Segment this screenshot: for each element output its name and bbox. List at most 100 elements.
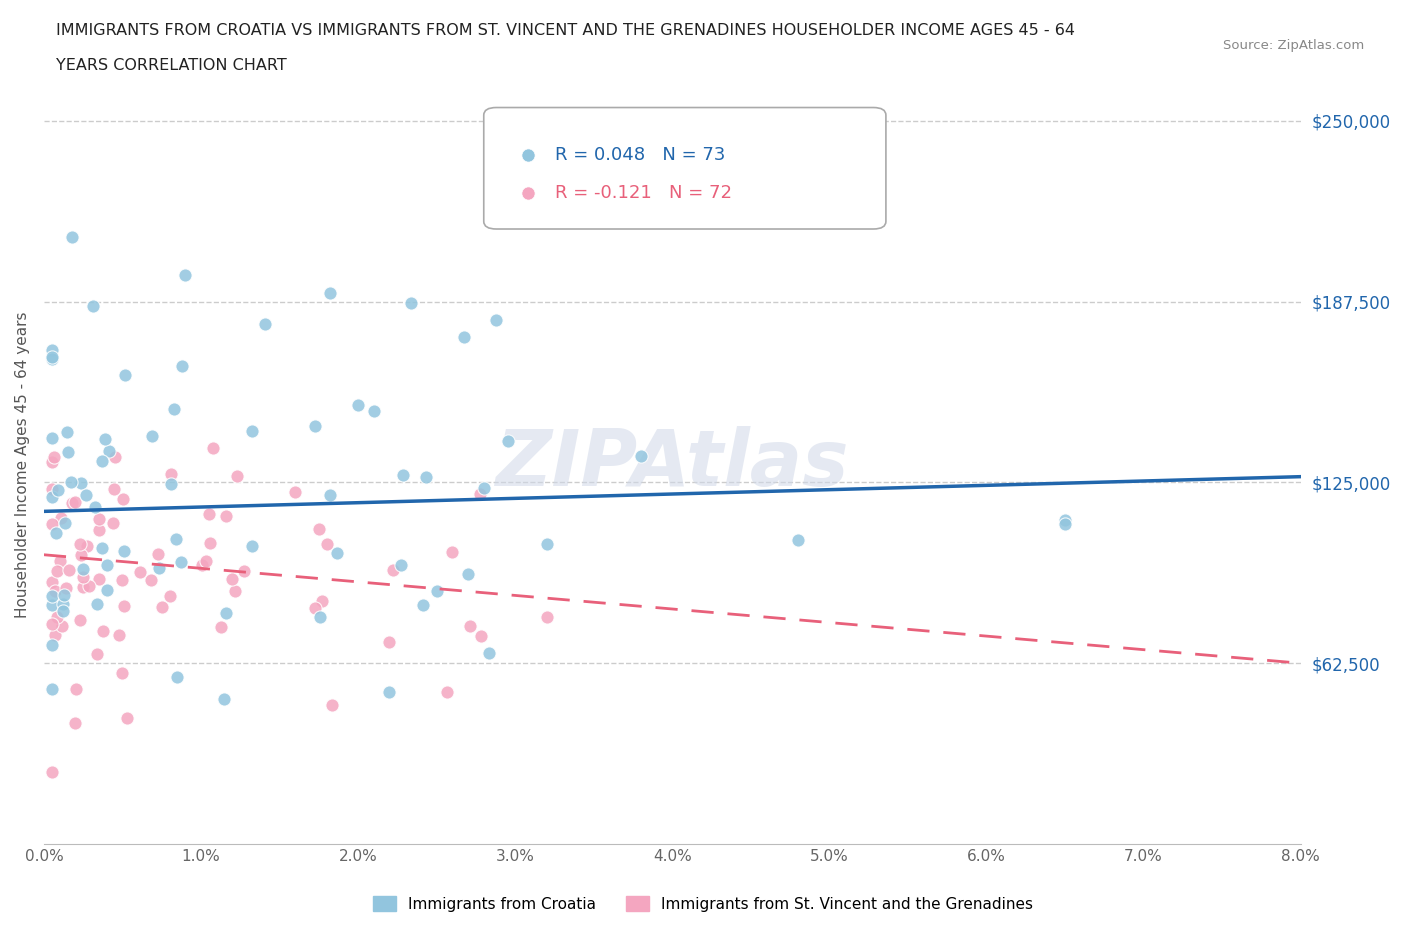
Text: Source: ZipAtlas.com: Source: ZipAtlas.com bbox=[1223, 39, 1364, 52]
Point bbox=[41, 352, 63, 366]
Point bbox=[44, 628, 66, 643]
Point bbox=[91, 623, 114, 638]
Point bbox=[51, 511, 73, 525]
Point bbox=[472, 480, 495, 495]
Point bbox=[162, 401, 184, 416]
Y-axis label: Householder Income Ages 45 - 64 years: Householder Income Ages 45 - 64 years bbox=[15, 312, 30, 618]
Point bbox=[58, 563, 80, 578]
Point bbox=[308, 521, 330, 536]
Point bbox=[319, 487, 342, 502]
Point bbox=[253, 317, 276, 332]
Point bbox=[41, 350, 63, 365]
Point bbox=[319, 286, 342, 300]
Point bbox=[70, 476, 93, 491]
Point bbox=[225, 469, 247, 484]
Point bbox=[104, 449, 127, 464]
Point bbox=[111, 665, 134, 680]
Point bbox=[65, 715, 87, 730]
Point bbox=[69, 537, 91, 551]
Point bbox=[41, 575, 63, 590]
Point bbox=[72, 570, 94, 585]
Point bbox=[45, 525, 67, 540]
Point bbox=[240, 538, 263, 553]
Point bbox=[77, 578, 100, 593]
Point bbox=[51, 618, 73, 633]
Point bbox=[630, 449, 652, 464]
Point bbox=[112, 598, 135, 613]
Point bbox=[41, 589, 63, 604]
Point bbox=[41, 430, 63, 445]
Point bbox=[55, 580, 77, 595]
Point bbox=[159, 477, 181, 492]
Point bbox=[363, 404, 385, 418]
Point bbox=[91, 540, 114, 555]
Point bbox=[108, 628, 131, 643]
Point bbox=[48, 553, 70, 568]
Point bbox=[41, 637, 63, 652]
Point bbox=[52, 604, 75, 618]
Point bbox=[41, 516, 63, 531]
Point bbox=[787, 532, 810, 547]
Point bbox=[69, 613, 91, 628]
Point bbox=[150, 599, 173, 614]
Point bbox=[412, 597, 434, 612]
Point bbox=[378, 634, 401, 649]
Point bbox=[453, 330, 475, 345]
Point bbox=[174, 268, 197, 283]
Point bbox=[56, 445, 79, 459]
Point bbox=[87, 512, 110, 526]
Point bbox=[326, 546, 349, 561]
Text: R = -0.121   N = 72: R = -0.121 N = 72 bbox=[555, 183, 733, 202]
Point bbox=[45, 564, 67, 578]
Point bbox=[41, 764, 63, 779]
FancyBboxPatch shape bbox=[484, 108, 886, 229]
Point bbox=[41, 489, 63, 504]
Point bbox=[112, 543, 135, 558]
Point bbox=[536, 537, 558, 551]
Point bbox=[52, 596, 75, 611]
Text: R = 0.048   N = 73: R = 0.048 N = 73 bbox=[555, 146, 725, 164]
Point bbox=[96, 558, 118, 573]
Point bbox=[172, 358, 194, 373]
Point bbox=[201, 441, 224, 456]
Point bbox=[70, 548, 93, 563]
Point bbox=[165, 531, 187, 546]
Point bbox=[98, 444, 121, 458]
Point bbox=[82, 299, 104, 313]
Point bbox=[65, 682, 87, 697]
Point bbox=[141, 429, 163, 444]
Point bbox=[240, 424, 263, 439]
Point bbox=[382, 563, 405, 578]
Point bbox=[399, 296, 422, 311]
Point bbox=[65, 495, 87, 510]
Point bbox=[60, 475, 83, 490]
Point bbox=[170, 554, 193, 569]
Point bbox=[46, 610, 69, 625]
Point bbox=[198, 507, 221, 522]
Point bbox=[111, 492, 134, 507]
Point bbox=[215, 509, 238, 524]
Point bbox=[86, 646, 108, 661]
Point bbox=[391, 468, 413, 483]
Point bbox=[224, 584, 246, 599]
Point bbox=[321, 698, 343, 712]
Point bbox=[1053, 517, 1076, 532]
Point bbox=[436, 684, 458, 699]
Point bbox=[44, 583, 66, 598]
Point bbox=[308, 609, 330, 624]
Point bbox=[389, 557, 412, 572]
Text: ZIPAtlas: ZIPAtlas bbox=[495, 426, 849, 502]
Point bbox=[41, 455, 63, 470]
Point bbox=[166, 670, 188, 684]
Point bbox=[198, 536, 221, 551]
Point bbox=[76, 538, 98, 553]
Point bbox=[284, 485, 307, 499]
Point bbox=[87, 523, 110, 538]
Point bbox=[111, 573, 134, 588]
Point bbox=[41, 343, 63, 358]
Point bbox=[159, 589, 181, 604]
Point bbox=[378, 684, 401, 699]
Point bbox=[311, 593, 333, 608]
Point bbox=[478, 646, 501, 661]
Point bbox=[304, 418, 326, 433]
